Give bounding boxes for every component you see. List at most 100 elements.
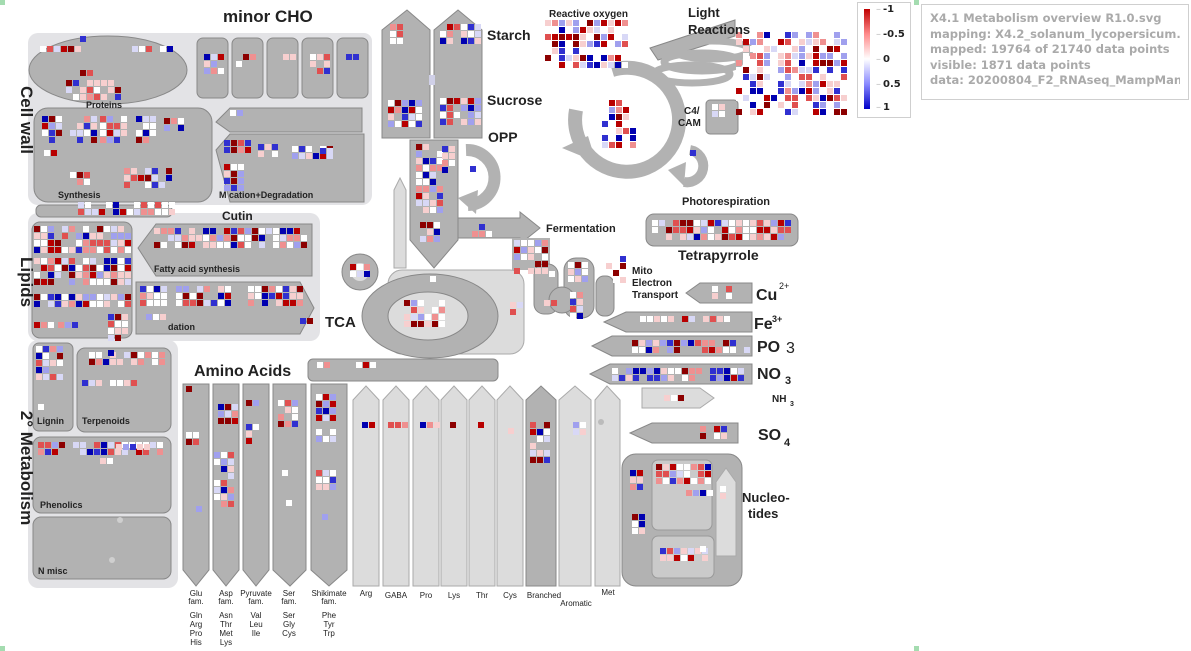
- data-point-cell: [197, 293, 203, 299]
- data-point-cell: [570, 292, 576, 298]
- data-point-cell: [87, 80, 93, 86]
- data-point-cell: [161, 286, 167, 292]
- data-point-cell: [771, 46, 777, 52]
- data-point-cell: [330, 429, 336, 435]
- data-point-cell: [330, 484, 336, 490]
- data-point-cell: [434, 236, 440, 242]
- data-point-cell: [566, 34, 572, 40]
- data-point-cell: [69, 272, 75, 278]
- aa-family-member: Trp: [323, 629, 335, 638]
- data-point-cell: [83, 258, 89, 264]
- data-point-cell: [221, 452, 227, 458]
- data-point-cell: [196, 235, 202, 241]
- data-point-cell: [834, 109, 840, 115]
- data-point-cell: [660, 555, 666, 561]
- data-point-cell: [145, 168, 151, 174]
- data-point-cell: [90, 247, 96, 253]
- mito-label-2: Electron: [632, 278, 672, 289]
- data-point-cell: [155, 202, 161, 208]
- data-point-cell: [143, 123, 149, 129]
- data-point-cell: [468, 119, 474, 125]
- data-point-cell: [136, 116, 142, 122]
- data-point-cell: [231, 164, 237, 170]
- data-point-cell: [630, 121, 636, 127]
- data-point-cell: [43, 374, 49, 380]
- data-point-cell: [164, 118, 170, 124]
- data-point-cell: [59, 442, 65, 448]
- data-point-cell: [323, 394, 329, 400]
- data-point-cell: [743, 220, 749, 226]
- data-point-cell: [48, 322, 54, 328]
- data-point-cell: [83, 265, 89, 271]
- data-point-cell: [48, 279, 54, 285]
- data-point-cell: [69, 265, 75, 271]
- data-point-cell: [468, 24, 474, 30]
- data-point-cell: [432, 314, 438, 320]
- data-point-cell: [324, 61, 330, 67]
- data-point-cell: [623, 114, 629, 120]
- data-point-cell: [731, 375, 737, 381]
- data-point-cell: [232, 404, 238, 410]
- data-point-cell: [78, 202, 84, 208]
- data-point-cell: [608, 62, 614, 68]
- data-point-cell: [320, 148, 326, 154]
- data-point-cell: [757, 39, 763, 45]
- data-point-cell: [608, 41, 614, 47]
- data-point-cell: [601, 62, 607, 68]
- data-point-cell: [559, 20, 565, 26]
- data-point-cell: [693, 490, 699, 496]
- data-point-cell: [404, 314, 410, 320]
- data-point-cell: [698, 471, 704, 477]
- data-point-cell: [90, 301, 96, 307]
- data-point-cell: [228, 452, 234, 458]
- data-point-cell: [799, 109, 805, 115]
- data-point-cell: [83, 233, 89, 239]
- data-point-cell: [834, 32, 840, 38]
- data-point-cell: [49, 116, 55, 122]
- data-point-cell: [225, 286, 231, 292]
- data-point-cell: [750, 220, 756, 226]
- data-point-cell: [514, 247, 520, 253]
- data-point-cell: [390, 31, 396, 37]
- data-point-cell: [182, 235, 188, 241]
- data-point-cell: [183, 286, 189, 292]
- data-point-cell: [680, 220, 686, 226]
- data-point-cell: [582, 269, 588, 275]
- data-point-cell: [416, 200, 422, 206]
- data-point-cell: [166, 168, 172, 174]
- data-point-cell: [570, 313, 576, 319]
- data-point-cell: [701, 220, 707, 226]
- data-point-cell: [350, 264, 356, 270]
- data-point-cell: [397, 38, 403, 44]
- data-point-cell: [34, 247, 40, 253]
- data-point-cell: [38, 442, 44, 448]
- data-point-cell: [76, 272, 82, 278]
- data-point-cell: [757, 74, 763, 80]
- data-point-cell: [80, 36, 86, 42]
- data-point-cell: [245, 140, 251, 146]
- aa-family-member: Ile: [252, 629, 261, 638]
- terpenoids-label: Terpenoids: [82, 416, 130, 426]
- data-point-cell: [286, 500, 292, 506]
- data-point-cell: [632, 340, 638, 346]
- data-point-cell: [764, 81, 770, 87]
- data-point-cell: [36, 367, 42, 373]
- data-point-cell: [330, 394, 336, 400]
- data-point-cell: [61, 46, 67, 52]
- data-point-cell: [622, 20, 628, 26]
- data-point-cell: [785, 227, 791, 233]
- data-point-cell: [224, 235, 230, 241]
- data-point-cell: [656, 478, 662, 484]
- data-point-cell: [84, 123, 90, 129]
- data-point-cell: [292, 153, 298, 159]
- data-point-cell: [136, 449, 142, 455]
- info-data-file: data: 20200804_F2_RNAseq_MampMan.txt: [930, 73, 1180, 87]
- data-point-cell: [620, 277, 626, 283]
- data-point-cell: [388, 100, 394, 106]
- data-point-cell: [94, 442, 100, 448]
- nucleotides-label-2: tides: [748, 506, 778, 521]
- data-point-cell: [125, 279, 131, 285]
- data-point-cell: [778, 220, 784, 226]
- data-point-cell: [620, 270, 626, 276]
- data-point-cell: [55, 247, 61, 253]
